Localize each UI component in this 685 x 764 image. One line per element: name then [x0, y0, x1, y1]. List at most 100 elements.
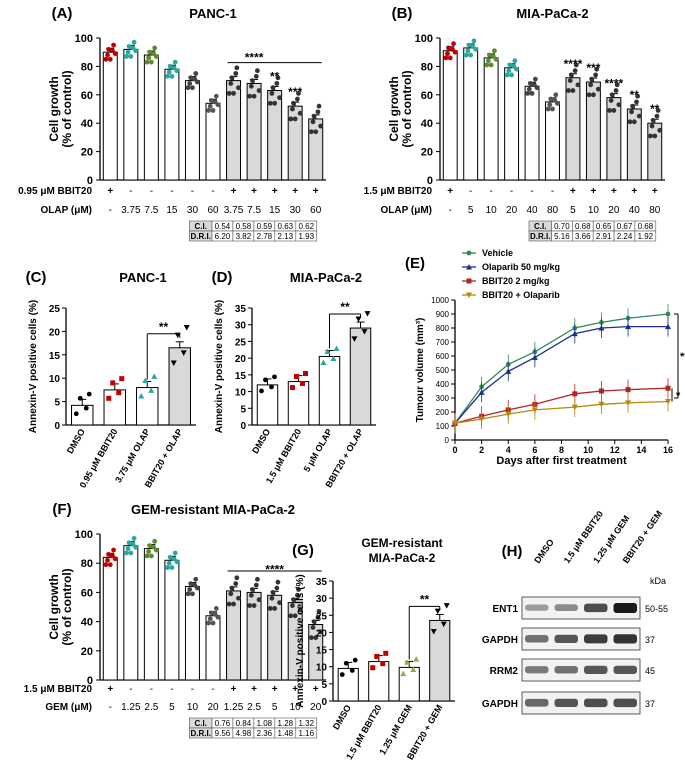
data-point — [446, 45, 451, 51]
y-tick-label: 80 — [81, 558, 93, 570]
data-point — [210, 620, 216, 626]
data-point — [634, 99, 639, 105]
data-point — [445, 51, 450, 57]
row1-label: + — [251, 186, 257, 197]
data-point — [165, 73, 170, 79]
data-point — [208, 610, 214, 616]
row2-label: 3.75 — [224, 205, 244, 216]
data-point — [148, 387, 155, 393]
data-point — [195, 79, 200, 85]
table-dri-value: 4.98 — [236, 729, 252, 738]
data-point — [451, 41, 456, 47]
data-point — [146, 55, 152, 61]
row2-label: 10 — [486, 205, 498, 216]
data-point — [185, 85, 191, 91]
y-tick-label: 500 — [436, 366, 450, 375]
bar — [102, 51, 118, 181]
table-dri-value: 1.93 — [298, 232, 314, 241]
row2-label: 10 — [588, 205, 600, 216]
bar — [143, 548, 159, 681]
significance-marker: ** — [420, 592, 430, 606]
bar — [136, 387, 159, 426]
data-point — [233, 71, 239, 76]
x-tick-label: 2 — [479, 445, 484, 455]
data-point — [607, 108, 612, 113]
y-tick-label: 100 — [415, 33, 433, 45]
data-point — [504, 72, 510, 78]
y-axis-label-2: (% of control) — [60, 568, 74, 645]
data-point — [128, 550, 134, 556]
table-cell — [634, 230, 657, 242]
table-ci-value: 0.68 — [638, 222, 654, 231]
data-point — [324, 348, 331, 354]
legend-entry: Olaparib 50 mg/kg — [482, 262, 560, 272]
data-point — [598, 325, 605, 331]
data-point — [267, 606, 273, 611]
data-point — [629, 109, 634, 115]
data-point — [213, 93, 219, 99]
data-point — [188, 581, 194, 587]
data-point — [234, 65, 240, 71]
row2-title: OLAP (μM) — [381, 205, 432, 216]
row1-label: + — [590, 186, 596, 197]
data-point — [167, 64, 173, 69]
data-point — [383, 650, 389, 656]
row2-label: 2.5 — [247, 702, 261, 713]
y-tick-label: 80 — [81, 61, 93, 73]
bar — [102, 556, 118, 681]
y-tick-label: 25 — [49, 304, 61, 315]
data-point — [487, 52, 492, 58]
data-point — [207, 103, 213, 109]
data-point — [165, 565, 170, 570]
data-point — [613, 88, 619, 93]
y-tick-label: 100 — [436, 422, 450, 431]
data-point — [311, 113, 317, 119]
table-dri-value: 1.48 — [278, 729, 294, 738]
data-point — [226, 90, 232, 96]
data-point — [616, 102, 622, 108]
data-point — [112, 51, 118, 57]
row1-label: + — [272, 684, 278, 695]
y-tick-label: 10 — [235, 388, 247, 399]
data-point — [290, 603, 295, 608]
blot-band — [613, 634, 637, 644]
bar — [103, 389, 126, 426]
data-point — [316, 103, 322, 109]
data-point — [206, 620, 212, 626]
data-point — [553, 92, 559, 98]
data-point — [190, 85, 195, 91]
y-tick-label: 30 — [235, 321, 247, 332]
significance-marker: *** — [288, 85, 302, 99]
data-point — [236, 595, 241, 601]
data-point — [631, 119, 637, 125]
data-point — [484, 62, 490, 68]
bar — [184, 586, 200, 681]
table-cell — [295, 230, 318, 242]
data-point — [131, 39, 137, 45]
data-point — [152, 45, 158, 51]
legend-marker — [466, 250, 472, 256]
row2-label: 80 — [649, 205, 661, 216]
data-point — [598, 401, 605, 408]
blot-band — [584, 665, 608, 674]
blot-strip — [521, 691, 641, 715]
data-point — [566, 88, 571, 93]
data-point — [313, 129, 319, 135]
panel-label: (E) — [405, 255, 425, 272]
data-point — [548, 96, 554, 102]
table-dri-value: 2.91 — [596, 232, 612, 241]
kda-label: kDa — [650, 576, 666, 586]
data-point — [138, 392, 145, 399]
blot-band — [525, 666, 549, 674]
data-point — [147, 543, 153, 549]
y-tick-label: 30 — [316, 594, 328, 605]
table-ci-value: 0.76 — [215, 719, 231, 728]
row2-label: 1.25 — [224, 702, 244, 713]
table-ci-value: 1.32 — [298, 719, 314, 728]
table-dri-label: D.R.I. — [190, 729, 210, 738]
table-dri-value: 2.78 — [257, 232, 273, 241]
data-point — [250, 78, 255, 83]
data-point — [229, 585, 235, 591]
row2-label: 30 — [187, 205, 199, 216]
significance-marker: ** — [630, 88, 640, 102]
